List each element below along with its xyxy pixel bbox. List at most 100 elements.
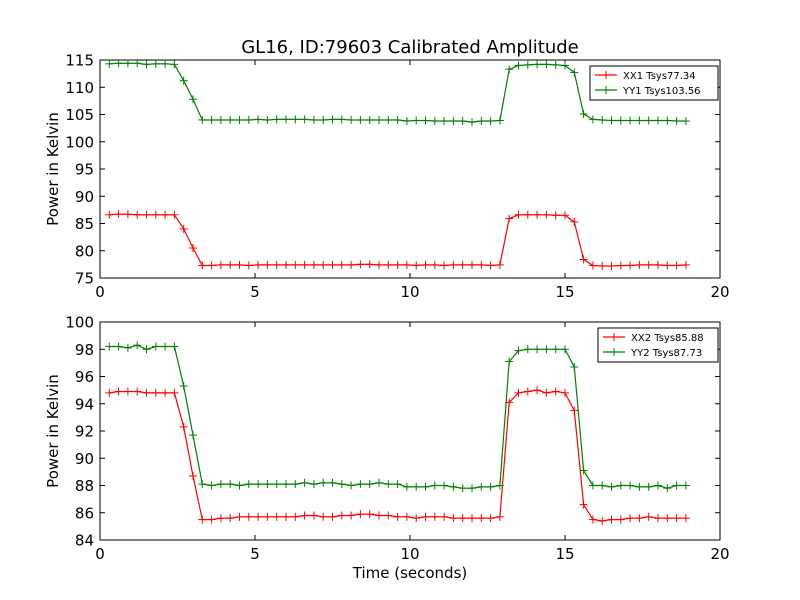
data-point (375, 511, 383, 520)
data-point (226, 260, 235, 269)
data-point (626, 116, 635, 125)
data-point (161, 59, 170, 68)
legend-item: YY2 Tsys87.73 (603, 348, 702, 359)
data-point (644, 512, 653, 521)
data-point (486, 514, 495, 523)
data-point (681, 117, 690, 126)
data-point (114, 342, 123, 351)
data-point (523, 387, 532, 396)
y-axis-label: Power in Kelvin (44, 374, 62, 488)
data-point (486, 482, 495, 491)
data-point (319, 115, 328, 124)
legend-box (589, 65, 719, 101)
y-tick-label: 95 (75, 161, 94, 179)
x-tick-label: 0 (95, 283, 105, 301)
x-tick-label: 20 (710, 545, 729, 563)
data-point (179, 76, 188, 85)
data-point (421, 116, 430, 125)
data-point (495, 116, 504, 125)
data-point (328, 512, 337, 521)
data-point (170, 60, 179, 69)
data-point (337, 115, 346, 124)
data-point (588, 481, 597, 490)
data-point (635, 482, 644, 491)
data-point (235, 481, 244, 490)
data-point (393, 512, 402, 521)
data-point (412, 482, 421, 491)
data-point (598, 516, 607, 525)
data-point (291, 115, 300, 124)
data-point (133, 341, 142, 350)
y-tick-label: 98 (75, 341, 94, 359)
data-point (263, 260, 272, 269)
data-point (672, 481, 681, 490)
series-2 (105, 59, 690, 127)
data-point (189, 431, 197, 440)
data-point (123, 210, 132, 219)
legend-item: XX1 Tsys77.34 (595, 71, 696, 82)
data-point (412, 116, 421, 125)
x-tick-label: 0 (95, 545, 105, 563)
data-point (170, 388, 179, 397)
data-point (495, 481, 504, 490)
data-point (105, 388, 114, 397)
legend: XX2 Tsys85.88 YY2 Tsys87.73 (597, 327, 719, 363)
legend-label: XX2 Tsys85.88 (631, 333, 704, 344)
data-point (449, 117, 458, 126)
data-point (495, 260, 504, 269)
data-point (402, 117, 411, 126)
data-point (561, 61, 569, 70)
data-point (189, 244, 197, 253)
data-point (161, 210, 170, 219)
data-point (663, 261, 672, 270)
data-point (170, 210, 179, 219)
y-tick-label: 92 (75, 423, 94, 441)
data-point (272, 115, 281, 124)
data-point (579, 109, 588, 118)
data-point (449, 482, 458, 491)
data-point (468, 118, 476, 127)
data-point (412, 514, 421, 523)
data-point (644, 482, 653, 491)
data-point (681, 260, 690, 269)
data-point (142, 388, 151, 397)
data-point (384, 511, 393, 520)
data-point (440, 481, 449, 490)
legend-item: XX2 Tsys85.88 (603, 333, 704, 344)
data-point (133, 387, 142, 396)
data-point (263, 115, 272, 124)
data-point (375, 115, 383, 124)
data-point (309, 260, 318, 269)
data-point (430, 260, 439, 269)
data-point (254, 480, 263, 489)
data-point (393, 260, 402, 269)
data-point (244, 480, 253, 489)
legend-item: YY1 Tsys103.56 (595, 86, 701, 97)
data-point (505, 357, 514, 366)
data-point (635, 260, 644, 269)
data-point (291, 480, 300, 489)
data-point (263, 480, 272, 489)
data-point (151, 210, 160, 219)
data-point (440, 261, 449, 270)
data-point (151, 59, 160, 68)
data-point (654, 514, 662, 523)
data-point (347, 481, 356, 490)
data-point (235, 512, 244, 521)
data-point (588, 115, 597, 124)
data-point (551, 345, 560, 354)
data-point (384, 480, 393, 489)
data-point (365, 510, 374, 519)
data-point (328, 478, 337, 487)
data-point (300, 260, 309, 269)
data-point (607, 116, 616, 125)
data-point (282, 260, 290, 269)
data-point (142, 210, 151, 219)
data-point (151, 342, 160, 351)
data-point (551, 211, 560, 220)
data-point (375, 478, 383, 487)
data-point (542, 388, 551, 397)
data-point (244, 261, 253, 270)
data-point (644, 116, 653, 125)
data-point (356, 480, 365, 489)
